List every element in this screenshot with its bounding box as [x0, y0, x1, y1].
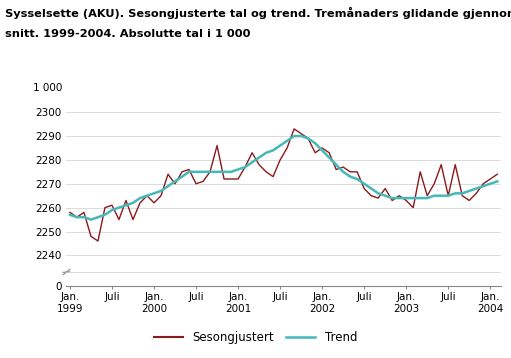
Trend [186, 170, 192, 174]
Text: 1 000: 1 000 [33, 83, 62, 93]
Sesongjustert [186, 167, 192, 171]
Sesongjustert [340, 165, 346, 169]
Text: Sysselsette (AKU). Sesongjusterte tal og trend. Tremånaders glidande gjennom-: Sysselsette (AKU). Sesongjusterte tal og… [5, 7, 511, 19]
Sesongjustert [452, 163, 458, 167]
Sesongjustert [284, 146, 290, 150]
Line: Trend: Trend [70, 136, 497, 219]
Sesongjustert [158, 194, 164, 198]
Sesongjustert [494, 172, 500, 176]
Trend [452, 191, 458, 195]
Line: Sesongjustert: Sesongjustert [70, 129, 497, 241]
Trend [284, 139, 290, 143]
Sesongjustert [67, 210, 73, 214]
Trend [67, 213, 73, 217]
Trend [88, 217, 94, 222]
Trend [291, 134, 297, 138]
Text: snitt. 1999-2004. Absolutte tal i 1 000: snitt. 1999-2004. Absolutte tal i 1 000 [5, 29, 250, 39]
Sesongjustert [95, 239, 101, 243]
Trend [109, 208, 115, 212]
Sesongjustert [291, 127, 297, 131]
Sesongjustert [109, 203, 115, 207]
Trend [158, 189, 164, 193]
Trend [340, 170, 346, 174]
Trend [494, 179, 500, 184]
Legend: Sesongjustert, Trend: Sesongjustert, Trend [149, 326, 362, 349]
